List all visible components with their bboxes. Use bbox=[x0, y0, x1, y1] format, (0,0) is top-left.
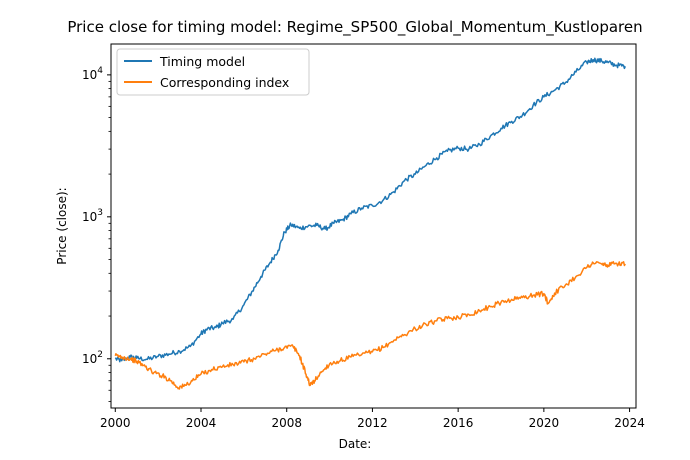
x-tick-label: 2016 bbox=[443, 416, 474, 430]
x-tick-label: 2004 bbox=[186, 416, 217, 430]
y-axis: 102 103 104 bbox=[82, 66, 111, 402]
y-tick-label: 104 bbox=[82, 66, 103, 82]
x-tick-label: 2008 bbox=[271, 416, 302, 430]
chart-title: Price close for timing model: Regime_SP5… bbox=[67, 18, 642, 37]
plot-area bbox=[110, 43, 637, 409]
y-axis-label: Price (close): bbox=[55, 187, 69, 264]
legend-label-corresponding-index: Corresponding index bbox=[160, 75, 289, 90]
x-axis-label: Date: bbox=[339, 437, 372, 451]
legend-label-timing-model: Timing model bbox=[159, 54, 245, 69]
plot-frame bbox=[110, 43, 637, 409]
x-tick-label: 2024 bbox=[614, 416, 645, 430]
x-tick-label: 2020 bbox=[529, 416, 560, 430]
series-layer bbox=[114, 57, 626, 390]
plot-background bbox=[111, 44, 636, 408]
legend: Timing model Corresponding index bbox=[116, 48, 310, 96]
x-axis: 2000 2004 2008 2012 2016 2020 2024 bbox=[100, 408, 645, 430]
legend-box bbox=[116, 48, 310, 96]
series-line-timing-model bbox=[114, 57, 626, 363]
y-tick-label: 102 bbox=[82, 350, 103, 366]
series-line-corresponding-index bbox=[114, 260, 626, 390]
y-tick-label: 103 bbox=[82, 208, 103, 224]
x-tick-label: 2012 bbox=[357, 416, 388, 430]
x-tick-label: 2000 bbox=[100, 416, 131, 430]
